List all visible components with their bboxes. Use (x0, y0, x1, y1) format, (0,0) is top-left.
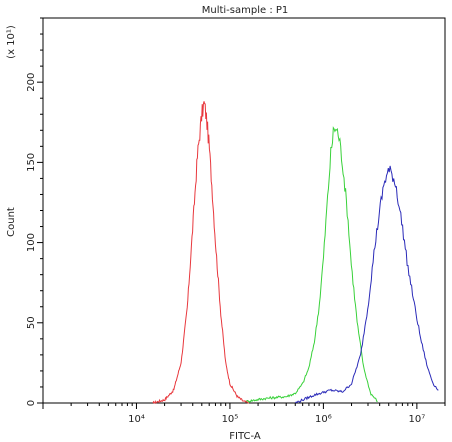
axis-ticks: 10⁴ 10⁵ 10⁶ 10⁷ 0 50 100 150 200 (26, 17, 446, 425)
chart-title: Multi-sample : P1 (202, 5, 289, 16)
series-line-2 (246, 126, 378, 403)
series-line-3 (294, 165, 439, 404)
x-tick-label: 10⁷ (408, 414, 425, 425)
y-tick-label: 150 (26, 153, 37, 172)
y-axis-title: Count (6, 207, 17, 237)
x-tick-label: 10⁵ (222, 414, 239, 425)
series-group (152, 101, 439, 404)
plot-border (42, 17, 446, 404)
x-tick-label: 10⁶ (315, 414, 332, 425)
plot-frame (42, 17, 446, 404)
y-tick-label: 50 (26, 316, 37, 329)
y-tick-label: 200 (26, 73, 37, 92)
y-tick-label: 0 (26, 400, 37, 406)
series-line-1 (152, 101, 249, 404)
y-tick-label: 100 (26, 233, 37, 252)
x-tick-label: 10⁴ (128, 414, 145, 425)
y-multiplier-label: (x 10¹) (6, 25, 17, 59)
x-axis-title: FITC-A (229, 431, 261, 442)
